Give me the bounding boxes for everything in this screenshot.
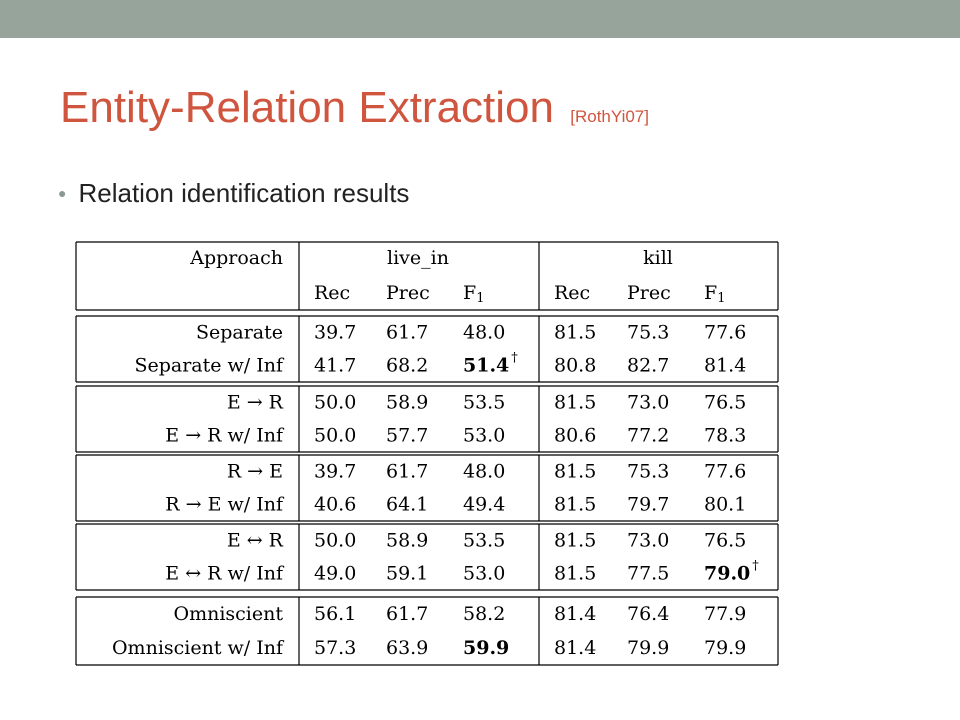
table-cell: 79.7 <box>627 494 669 516</box>
table-cell: 79.9 <box>627 637 669 659</box>
table-cell: 64.1 <box>386 494 428 516</box>
table-cell: 49.0 <box>314 563 356 585</box>
slide-title: Entity-Relation Extraction [RothYi07] <box>60 78 649 147</box>
table-cell: 76.5 <box>704 392 746 414</box>
table-cell: 53.0 <box>463 563 505 585</box>
table-cell: 57.3 <box>314 637 356 659</box>
row-label: Omniscient <box>174 603 284 625</box>
table-cell: 50.0 <box>314 425 356 447</box>
slide-title-text: Entity-Relation Extraction <box>60 83 554 132</box>
table-cell: 73.0 <box>627 392 669 414</box>
table-cell: 59.1 <box>386 563 428 585</box>
group-header-kill: kill <box>643 247 673 269</box>
table-cell: 51.4 † <box>463 350 518 377</box>
bullet-text: Relation identification results <box>78 178 410 208</box>
row-label: Omniscient w/ Inf <box>112 637 285 659</box>
table-cell: 58.9 <box>386 530 428 552</box>
table-cell: 58.9 <box>386 392 428 414</box>
table-cell: 41.7 <box>314 355 356 377</box>
row-label: E ↔ R <box>227 530 284 552</box>
table-cell: 78.3 <box>704 425 746 447</box>
table-cell: 81.5 <box>554 461 596 483</box>
table-cells: Approach live_in kill Rec Prec F1 Rec Prec F1 Sep… <box>112 247 759 659</box>
row-label: E → R w/ Inf <box>165 425 285 447</box>
table-cell: 80.6 <box>554 425 596 447</box>
column-header-kill-rec: Rec <box>554 282 590 304</box>
table-cell: 76.4 <box>627 603 669 625</box>
table-cell: 50.0 <box>314 392 356 414</box>
table-cell: 58.2 <box>463 603 505 625</box>
table-cell: 82.7 <box>627 355 669 377</box>
table-cell: 73.0 <box>627 530 669 552</box>
table-cell: 77.9 <box>704 603 746 625</box>
table-cell: 79.9 <box>704 637 746 659</box>
bullet-dot-icon: ● <box>58 185 67 201</box>
table-cell: 81.5 <box>554 322 596 344</box>
table-cell: 61.7 <box>386 461 428 483</box>
table-cell: 77.5 <box>627 563 669 585</box>
table-cell: 59.9 <box>463 637 509 659</box>
table-cell: 76.5 <box>704 530 746 552</box>
table-cell: 56.1 <box>314 603 356 625</box>
table-cell: 80.1 <box>704 494 746 516</box>
table-cell: 53.5 <box>463 530 505 552</box>
row-label: E → R <box>227 392 284 414</box>
column-header-kill-prec: Prec <box>627 282 671 304</box>
table-cell: 39.7 <box>314 322 356 344</box>
table-cell: 50.0 <box>314 530 356 552</box>
approach-header: Approach <box>189 247 283 269</box>
table-cell: 77.6 <box>704 322 746 344</box>
table-cell: 81.5 <box>554 530 596 552</box>
table-rules <box>75 241 779 666</box>
table-cell: 39.7 <box>314 461 356 483</box>
column-header-kill-f1: F1 <box>704 282 725 306</box>
table-cell: 61.7 <box>386 603 428 625</box>
row-label: R → E w/ Inf <box>165 494 285 516</box>
table-cell: 81.5 <box>554 563 596 585</box>
table-cell: 81.5 <box>554 494 596 516</box>
column-header-live_in-rec: Rec <box>314 282 350 304</box>
row-label: R → E <box>227 461 283 483</box>
row-label: Separate w/ Inf <box>134 355 285 377</box>
column-header-live_in-prec: Prec <box>386 282 430 304</box>
table-cell: 81.4 <box>704 355 746 377</box>
table-cell: 48.0 <box>463 461 505 483</box>
table-cell: 75.3 <box>627 322 669 344</box>
table-cell: 77.2 <box>627 425 669 447</box>
table-cell: 77.6 <box>704 461 746 483</box>
table-cell: 53.5 <box>463 392 505 414</box>
table-cell: 57.7 <box>386 425 428 447</box>
table-cell: 63.9 <box>386 637 428 659</box>
table-cell: 48.0 <box>463 322 505 344</box>
table-cell: 81.5 <box>554 392 596 414</box>
bullet-item: ● Relation identification results <box>58 178 409 209</box>
table-cell: 79.0 † <box>704 558 759 585</box>
row-label: Separate <box>196 322 283 344</box>
top-accent-bar <box>0 0 960 38</box>
column-header-live_in-f1: F1 <box>463 282 484 306</box>
slide-citation: [RothYi07] <box>570 107 649 126</box>
table-cell: 49.4 <box>463 494 505 516</box>
table-cell: 53.0 <box>463 425 505 447</box>
row-label: E ↔ R w/ Inf <box>165 563 285 585</box>
group-header-live_in: live_in <box>387 247 449 269</box>
table-cell: 81.4 <box>554 637 596 659</box>
table-cell: 61.7 <box>386 322 428 344</box>
table-cell: 81.4 <box>554 603 596 625</box>
table-cell: 68.2 <box>386 355 428 377</box>
table-cell: 40.6 <box>314 494 356 516</box>
table-cell: 80.8 <box>554 355 596 377</box>
table-cell: 75.3 <box>627 461 669 483</box>
